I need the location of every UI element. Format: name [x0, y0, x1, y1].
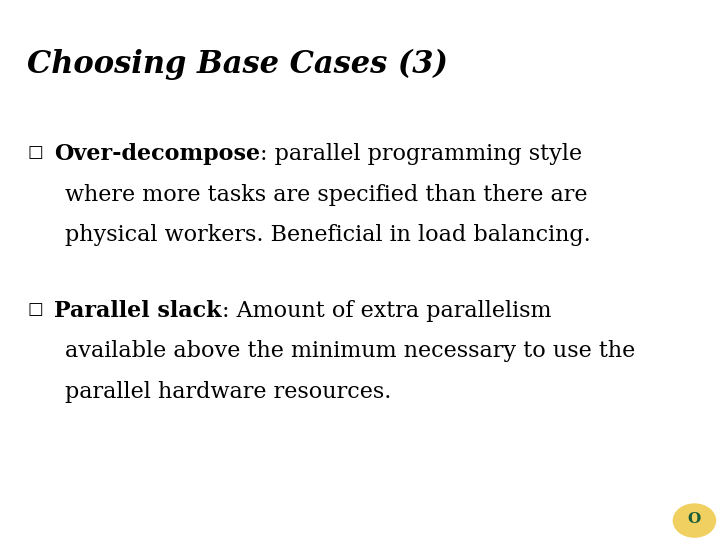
Text: Introduction to Parallel Computing, University of Oregon, IPCC: Introduction to Parallel Computing, Univ…	[13, 516, 338, 525]
Text: Parallel slack: Parallel slack	[54, 300, 222, 322]
Text: O: O	[688, 512, 701, 526]
Text: parallel hardware resources.: parallel hardware resources.	[65, 381, 391, 403]
Text: □: □	[27, 300, 43, 318]
Text: : Amount of extra parallelism: : Amount of extra parallelism	[222, 300, 551, 322]
Circle shape	[673, 504, 716, 537]
Text: physical workers. Beneficial in load balancing.: physical workers. Beneficial in load bal…	[65, 224, 590, 246]
Text: : parallel programming style: : parallel programming style	[260, 143, 582, 165]
Text: Over-decompose: Over-decompose	[54, 143, 260, 165]
Text: □: □	[27, 143, 43, 161]
Text: Choosing Base Cases (3): Choosing Base Cases (3)	[27, 49, 449, 80]
Text: where more tasks are specified than there are: where more tasks are specified than ther…	[65, 184, 588, 206]
Text: available above the minimum necessary to use the: available above the minimum necessary to…	[65, 340, 635, 362]
Text: 67: 67	[652, 516, 665, 525]
Text: Lecture 9 – Fork-Join Pattern: Lecture 9 – Fork-Join Pattern	[287, 516, 433, 525]
